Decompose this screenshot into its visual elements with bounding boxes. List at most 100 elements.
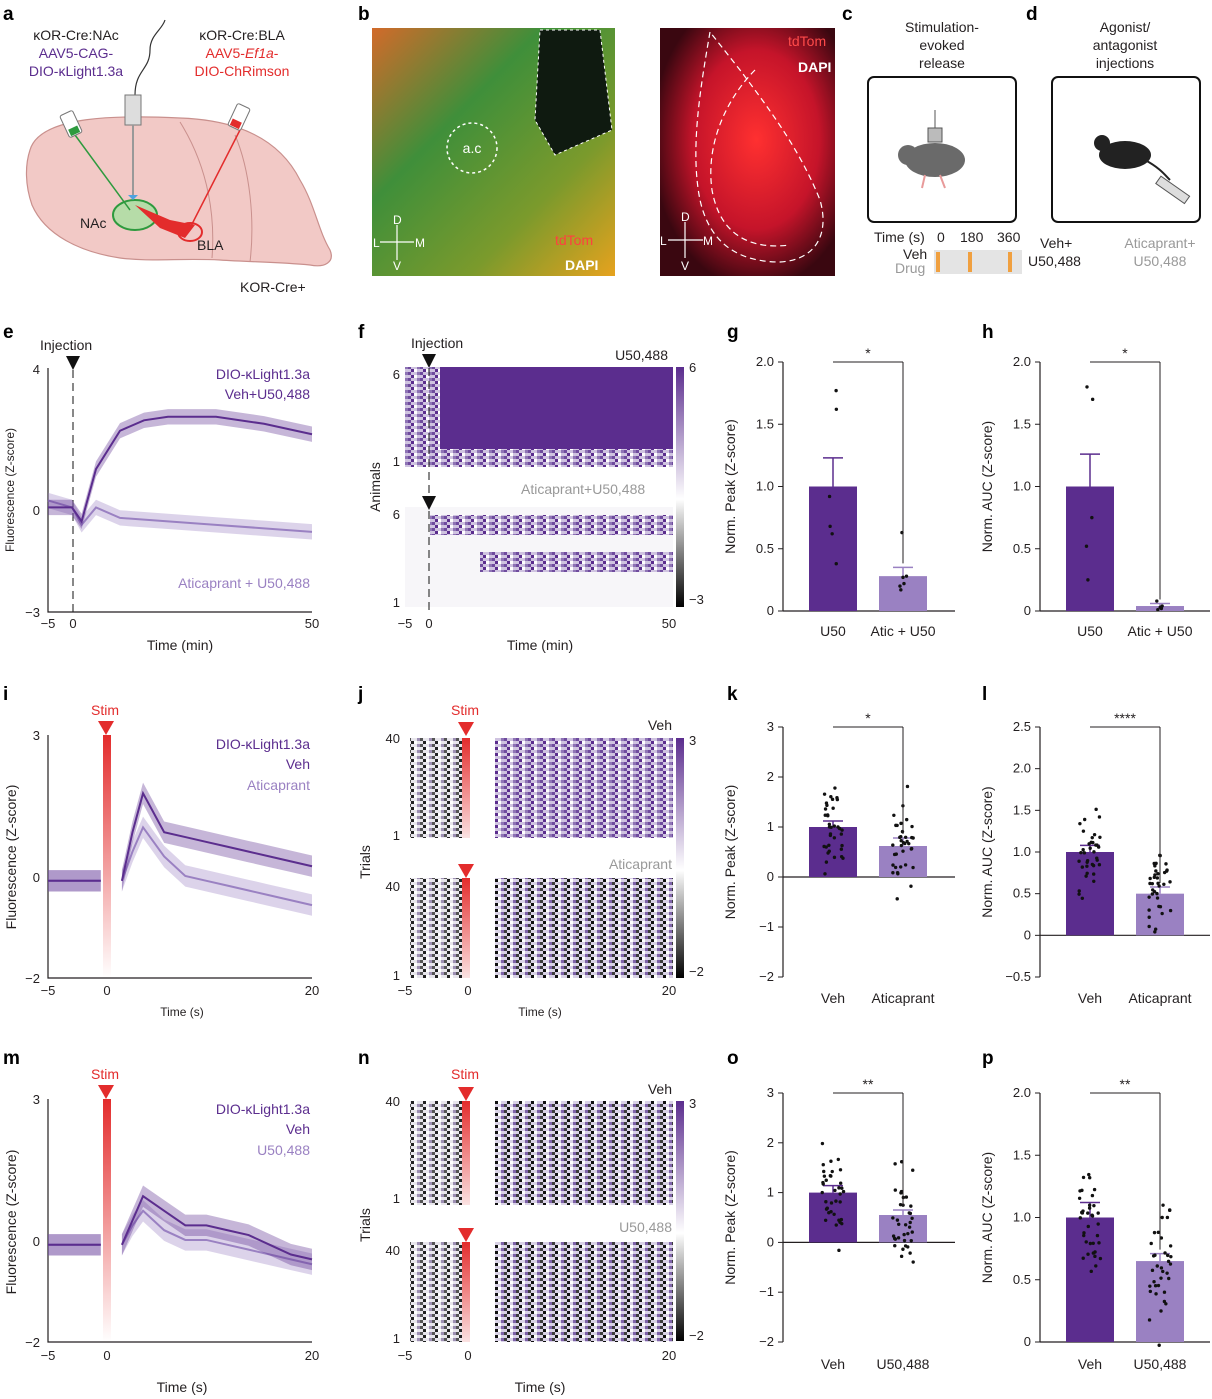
o-data-point bbox=[822, 1169, 826, 1174]
o-data-point bbox=[909, 1238, 913, 1243]
p-data-point bbox=[1159, 1236, 1164, 1240]
l-significance: **** bbox=[1114, 710, 1136, 726]
k-category-label-1: Aticaprant bbox=[871, 990, 934, 1006]
g-category-label-1: Atic + U50 bbox=[871, 623, 936, 639]
k-data-point bbox=[832, 855, 837, 860]
panel-label-l: l bbox=[982, 684, 987, 705]
n-stim-arrow-bottom bbox=[458, 1228, 474, 1242]
l-category-label-0: Veh bbox=[1078, 990, 1102, 1006]
h-ylabel: Norm. AUC (Z-score) bbox=[979, 421, 995, 552]
o-data-point bbox=[911, 1260, 915, 1264]
p-ytick-label: 0 bbox=[1024, 1334, 1031, 1349]
l-data-point bbox=[1168, 880, 1172, 884]
l-data-point bbox=[1077, 889, 1081, 893]
a-right-line1: κOR-Cre:BLA bbox=[199, 27, 285, 43]
panel-j: Stim Veh Aticaprant 40 1 40 1 Trials 3 −… bbox=[357, 702, 704, 1019]
p-data-point bbox=[1169, 1254, 1173, 1259]
j-row40a: 40 bbox=[386, 731, 400, 746]
panel-label-d: d bbox=[1026, 4, 1038, 25]
k-data-point bbox=[903, 841, 907, 846]
l-data-point bbox=[1162, 870, 1167, 875]
o-data-point bbox=[830, 1169, 834, 1174]
g-ytick-label: 0.5 bbox=[756, 541, 774, 556]
f-xlabel: Time (min) bbox=[507, 637, 573, 653]
g-data-point bbox=[901, 575, 905, 580]
m-stim-label: Stim bbox=[91, 1066, 119, 1082]
l-data-point bbox=[1080, 896, 1085, 900]
n-stim-bar-top bbox=[462, 1101, 470, 1205]
k-data-point bbox=[892, 813, 896, 818]
i-legend-3: Aticaprant bbox=[247, 777, 310, 793]
o-data-point bbox=[834, 1223, 838, 1227]
j-row40b: 40 bbox=[386, 879, 400, 894]
panel-label-c: c bbox=[842, 4, 853, 25]
fiber-cable bbox=[134, 19, 166, 96]
g-bar-1 bbox=[879, 576, 927, 611]
b2-dorsal: D bbox=[681, 210, 690, 224]
j-stim-label: Stim bbox=[451, 702, 479, 718]
i-plot-area bbox=[48, 782, 313, 916]
l-data-point bbox=[1079, 850, 1083, 855]
l-data-point bbox=[1098, 835, 1102, 839]
m-sem-band-1-1 bbox=[121, 1200, 312, 1275]
n-row1a: 1 bbox=[393, 1191, 400, 1206]
p-data-point bbox=[1087, 1172, 1091, 1177]
p-data-point bbox=[1167, 1276, 1171, 1281]
l-data-point bbox=[1077, 859, 1081, 863]
l-data-point bbox=[1156, 881, 1160, 886]
i-legend-2: Veh bbox=[286, 756, 310, 772]
p-data-point bbox=[1161, 1269, 1165, 1274]
panel-label-p: p bbox=[982, 1048, 994, 1069]
g-data-point bbox=[827, 494, 832, 499]
l-data-point bbox=[1156, 872, 1160, 876]
e-axes bbox=[47, 368, 312, 613]
f-heatmap-top-high bbox=[440, 367, 673, 449]
l-data-point bbox=[1155, 876, 1160, 880]
l-data-point bbox=[1153, 930, 1157, 934]
o-ytick-label: 2 bbox=[767, 1135, 774, 1150]
p-significance: ** bbox=[1120, 1076, 1131, 1092]
o-data-point bbox=[904, 1195, 909, 1199]
o-data-point bbox=[906, 1231, 910, 1236]
e-injection-label: Injection bbox=[40, 337, 92, 353]
k-data-point bbox=[893, 865, 898, 870]
p-data-point bbox=[1154, 1292, 1158, 1296]
bla-region bbox=[177, 222, 203, 242]
g-data-point bbox=[902, 581, 906, 586]
p-data-point bbox=[1086, 1211, 1090, 1215]
k-data-point bbox=[828, 832, 833, 836]
panel-label-n: n bbox=[358, 1048, 370, 1069]
i-legend-1: DIO-κLight1.3a bbox=[216, 736, 310, 752]
panel-e: Injection DIO-κLight1.3a Veh+U50,488 Ati… bbox=[3, 337, 319, 653]
o-ylabel: Norm. Peak (Z-score) bbox=[722, 1150, 738, 1285]
f-cb-min: −3 bbox=[689, 592, 704, 607]
a-left-line3: DIO-κLight1.3a bbox=[29, 63, 123, 79]
o-ytick-label: 0 bbox=[767, 1234, 774, 1249]
e-injection-arrow bbox=[66, 356, 80, 370]
j-ylabel: Trials bbox=[357, 845, 373, 879]
h-ytick-label: 2.0 bbox=[1013, 354, 1031, 369]
k-data-point bbox=[898, 835, 902, 840]
panel-label-k: k bbox=[727, 684, 738, 705]
l-data-point bbox=[1077, 892, 1081, 896]
k-ytick-label: −1 bbox=[759, 919, 774, 934]
l-ytick-label: 0.5 bbox=[1013, 886, 1031, 901]
p-data-point bbox=[1153, 1284, 1158, 1288]
o-ytick-label: 3 bbox=[767, 1085, 774, 1100]
j-xtick-0: 0 bbox=[464, 983, 471, 998]
f-injection-arrow-2 bbox=[422, 496, 436, 510]
g-ytick-label: 1.0 bbox=[756, 479, 774, 494]
panel-k-chart: −2 −1 0 1 2 3 Norm. Peak (Z-score) Veh Aticapran… bbox=[722, 710, 955, 1006]
l-data-point bbox=[1148, 881, 1152, 886]
i-series-line-0-1 bbox=[120, 790, 313, 882]
l-data-point bbox=[1082, 817, 1087, 822]
l-data-point bbox=[1090, 862, 1095, 867]
p-ytick-label: 2.0 bbox=[1013, 1085, 1031, 1100]
o-bar-0 bbox=[809, 1192, 857, 1243]
c-stim-mark-1 bbox=[936, 252, 940, 272]
k-data-point bbox=[839, 832, 844, 836]
j-cb-min: −2 bbox=[689, 964, 704, 979]
f-row6a: 6 bbox=[393, 367, 400, 382]
o-data-point bbox=[903, 1223, 908, 1227]
o-data-point bbox=[839, 1217, 844, 1222]
